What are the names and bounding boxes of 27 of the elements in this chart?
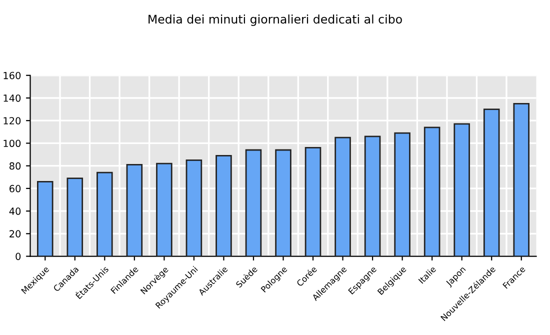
y-tick-label: 140 xyxy=(4,94,21,102)
bar xyxy=(483,108,500,256)
bar xyxy=(186,159,202,256)
bar xyxy=(275,149,292,256)
bar xyxy=(424,126,440,256)
bar xyxy=(513,102,530,256)
y-tick-label: 120 xyxy=(4,117,21,124)
y-tick-label: 100 xyxy=(4,140,21,148)
bar xyxy=(36,180,54,256)
bar xyxy=(364,136,381,256)
bar xyxy=(66,178,84,256)
bar xyxy=(304,147,322,256)
chart-title: Media dei minuti giornalieri dedicati al cibo xyxy=(148,14,402,26)
y-tick-label: 80 xyxy=(10,162,21,170)
bar xyxy=(245,149,262,256)
y-tick-label: 160 xyxy=(4,72,21,80)
y-tick-label: 60 xyxy=(10,184,21,192)
bar xyxy=(156,162,172,256)
bar xyxy=(126,164,143,256)
bar xyxy=(96,172,113,256)
bar xyxy=(216,154,232,256)
y-tick-label: 40 xyxy=(9,208,21,215)
bar xyxy=(394,132,410,256)
y-tick-label: 20 xyxy=(10,230,21,238)
bar xyxy=(334,136,351,256)
y-tick-label: 0 xyxy=(16,252,21,260)
bar xyxy=(454,123,470,256)
